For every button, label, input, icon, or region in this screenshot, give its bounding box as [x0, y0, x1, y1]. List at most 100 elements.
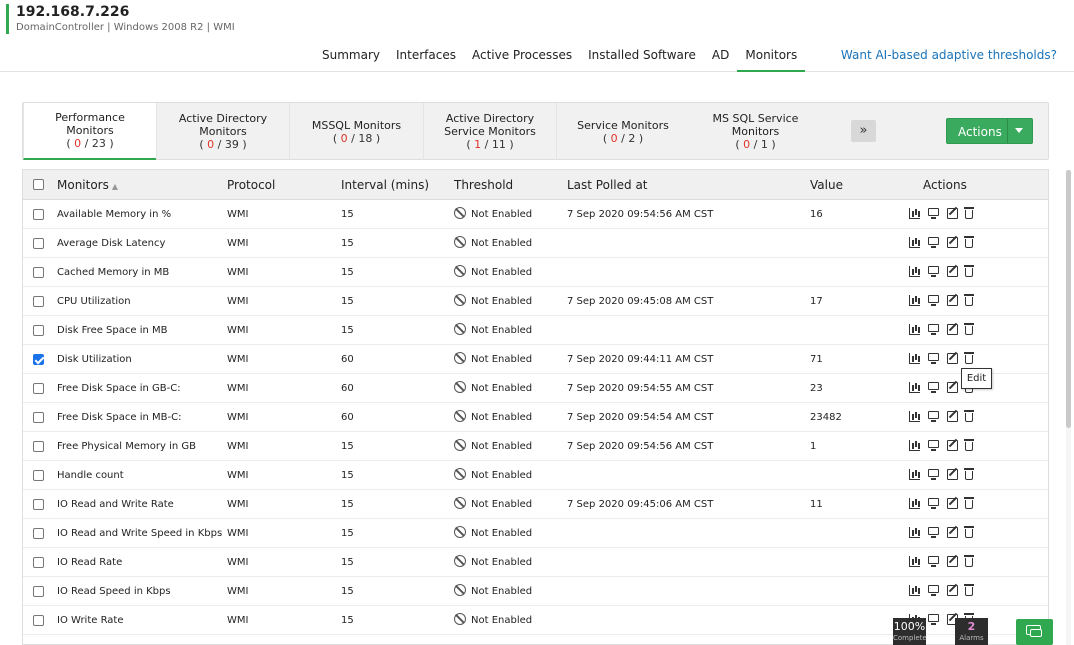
row-checkbox[interactable] — [33, 528, 44, 539]
cell-name[interactable]: Cached Memory in MB — [57, 267, 170, 278]
table-row[interactable]: Free Disk Space in MB-C: WMI 60 7 Sep 2020 … — [23, 403, 1048, 432]
nav-tab-summary[interactable]: Summary — [322, 48, 380, 62]
edit-icon[interactable] — [947, 556, 958, 567]
monitor-icon[interactable] — [928, 440, 939, 451]
cell-name[interactable]: IO Read Speed in Kbps — [57, 586, 171, 597]
monitor-icon[interactable] — [928, 614, 939, 625]
trash-icon[interactable] — [964, 207, 974, 219]
trash-icon[interactable] — [964, 410, 974, 422]
edit-icon[interactable] — [947, 266, 958, 277]
monitor-icon[interactable] — [928, 382, 939, 393]
table-row[interactable]: Available Memory in % WMI 15 7 Sep 2020 09:… — [23, 200, 1048, 229]
chat-button[interactable] — [1016, 619, 1053, 645]
row-checkbox[interactable] — [33, 325, 44, 336]
nav-tab-active-processes[interactable]: Active Processes — [471, 48, 573, 62]
row-checkbox[interactable] — [33, 267, 44, 278]
monitor-icon[interactable] — [928, 556, 939, 567]
table-row[interactable]: Cached Memory in MB WMI 15 Not Enabled — [23, 258, 1048, 287]
bar-chart-icon[interactable] — [909, 556, 920, 567]
bar-chart-icon[interactable] — [909, 382, 920, 393]
row-checkbox[interactable] — [33, 383, 44, 394]
monitor-icon[interactable] — [928, 208, 939, 219]
monitor-icon[interactable] — [928, 585, 939, 596]
cell-name[interactable]: Disk Utilization — [57, 354, 132, 365]
trash-icon[interactable] — [964, 439, 974, 451]
table-row[interactable]: Disk Utilization WMI 60 7 Sep 2020 09:44:11… — [23, 345, 1048, 374]
bar-chart-icon[interactable] — [909, 469, 920, 480]
bar-chart-icon[interactable] — [909, 208, 920, 219]
col-protocol[interactable]: Protocol — [227, 178, 276, 192]
cell-name[interactable]: Available Memory in % — [57, 209, 172, 220]
select-all-checkbox[interactable] — [33, 179, 44, 190]
trash-icon[interactable] — [964, 468, 974, 480]
cell-name[interactable]: Free Disk Space in GB-C: — [57, 383, 181, 394]
monitor-icon[interactable] — [928, 266, 939, 277]
cell-name[interactable]: Average Disk Latency — [57, 238, 166, 249]
edit-icon[interactable] — [947, 295, 958, 306]
monitor-icon[interactable] — [928, 498, 939, 509]
cell-name[interactable]: CPU Utilization — [57, 296, 131, 307]
row-checkbox[interactable] — [33, 615, 44, 626]
bar-chart-icon[interactable] — [909, 527, 920, 538]
trash-icon[interactable] — [964, 323, 974, 335]
trash-icon[interactable] — [964, 265, 974, 277]
row-checkbox[interactable] — [33, 586, 44, 597]
category-tab-mssql-monitors[interactable]: MSSQL Monitors( 0 / 18 ) — [289, 103, 423, 160]
more-categories-button[interactable]: » — [851, 120, 876, 142]
col-value[interactable]: Value — [810, 178, 843, 192]
nav-tab-ad[interactable]: AD — [711, 48, 730, 62]
col-threshold[interactable]: Threshold — [454, 178, 514, 192]
monitor-icon[interactable] — [928, 353, 939, 364]
trash-icon[interactable] — [964, 526, 974, 538]
ai-thresholds-link[interactable]: Want AI-based adaptive thresholds? — [840, 48, 1057, 62]
trash-icon[interactable] — [964, 584, 974, 596]
table-row[interactable]: IO Read and Write Rate WMI 15 7 Sep 2020 09… — [23, 490, 1048, 519]
row-checkbox[interactable] — [33, 209, 44, 220]
table-row[interactable]: IO Read Speed in Kbps WMI 15 Not Enabled — [23, 577, 1048, 606]
row-checkbox[interactable] — [33, 470, 44, 481]
bar-chart-icon[interactable] — [909, 266, 920, 277]
scroll-thumb[interactable] — [1066, 170, 1071, 428]
bar-chart-icon[interactable] — [909, 411, 920, 422]
monitor-icon[interactable] — [928, 411, 939, 422]
monitor-icon[interactable] — [928, 527, 939, 538]
monitor-icon[interactable] — [928, 237, 939, 248]
cell-name[interactable]: Free Physical Memory in GB — [57, 441, 197, 452]
edit-icon[interactable] — [947, 353, 958, 364]
vertical-scrollbar[interactable] — [1066, 170, 1071, 645]
trash-icon[interactable] — [964, 497, 974, 509]
nav-tab-installed-software[interactable]: Installed Software — [588, 48, 696, 62]
table-row[interactable]: Handle count WMI 15 Not Enabled — [23, 461, 1048, 490]
edit-icon[interactable] — [947, 585, 958, 596]
bar-chart-icon[interactable] — [909, 498, 920, 509]
row-checkbox[interactable] — [33, 499, 44, 510]
table-row[interactable]: Free Disk Space in GB-C: WMI 60 7 Sep 2020 … — [23, 374, 1048, 403]
table-row[interactable]: CPU Utilization WMI 15 7 Sep 2020 09:45:08 … — [23, 287, 1048, 316]
cell-name[interactable]: IO Write Rate — [57, 615, 124, 626]
category-tab-performance-monitors[interactable]: Performance Monitors( 0 / 23 ) — [23, 103, 156, 160]
row-checkbox[interactable] — [33, 441, 44, 452]
table-row[interactable]: IO Read and Write Speed in Kbps WMI 15 Not … — [23, 519, 1048, 548]
edit-icon[interactable] — [947, 469, 958, 480]
monitor-icon[interactable] — [928, 469, 939, 480]
trash-icon[interactable] — [964, 352, 974, 364]
trash-icon[interactable] — [964, 294, 974, 306]
cell-name[interactable]: IO Read and Write Rate — [57, 499, 174, 510]
table-row[interactable]: Disk Free Space in MB WMI 15 Not Enabled — [23, 316, 1048, 345]
actions-dropdown-button[interactable]: Actions — [946, 118, 1033, 144]
nav-tab-interfaces[interactable]: Interfaces — [396, 48, 456, 62]
row-checkbox[interactable] — [33, 296, 44, 307]
cell-name[interactable]: Handle count — [57, 470, 124, 481]
table-row[interactable]: Free Physical Memory in GB WMI 15 7 Sep 202… — [23, 432, 1048, 461]
table-row[interactable]: Average Disk Latency WMI 15 Not Enabled — [23, 229, 1048, 258]
col-monitors[interactable]: Monitors ▲ — [57, 178, 119, 192]
cell-name[interactable]: IO Read and Write Speed in Kbps — [57, 528, 223, 539]
edit-icon[interactable] — [947, 411, 958, 422]
progress-widget[interactable]: 100% Complete — [893, 618, 927, 645]
monitor-icon[interactable] — [928, 324, 939, 335]
nav-tab-monitors[interactable]: Monitors — [737, 40, 806, 72]
edit-icon[interactable] — [947, 527, 958, 538]
caret-down-icon[interactable] — [1015, 128, 1023, 133]
bar-chart-icon[interactable] — [909, 237, 920, 248]
row-checkbox[interactable] — [33, 238, 44, 249]
